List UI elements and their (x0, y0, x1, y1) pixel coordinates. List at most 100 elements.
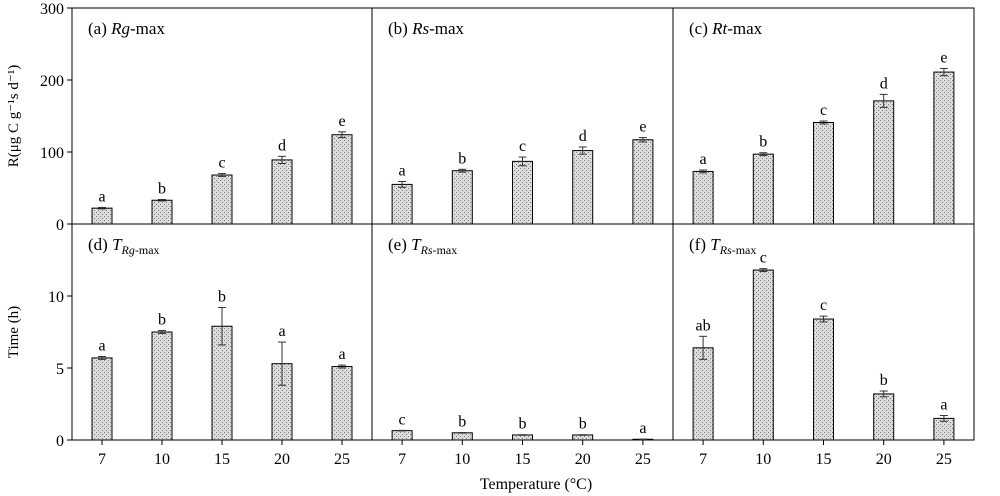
significance-letter: b (519, 416, 527, 433)
panel-title-suffix: -max (429, 19, 464, 38)
bar (451, 170, 473, 225)
panel-title-suffix: -max (130, 19, 165, 38)
bar (752, 269, 774, 441)
significance-letter: b (158, 312, 166, 329)
bar (572, 150, 594, 225)
x-tick-label: 20 (876, 451, 892, 468)
panel-title-subscript: Rg (121, 243, 135, 257)
x-tick-label: 7 (699, 451, 707, 468)
bar (813, 121, 834, 225)
significance-letter: c (519, 138, 526, 155)
significance-letter: b (458, 150, 466, 167)
significance-letter: c (760, 250, 767, 267)
x-tick-label: 20 (274, 451, 290, 468)
significance-letter: b (458, 414, 466, 431)
panel-title-subscript: Rs (719, 243, 732, 257)
significance-letter: c (820, 297, 827, 314)
bar (91, 207, 113, 225)
bar (91, 357, 113, 441)
significance-letter: a (98, 188, 105, 205)
y-tick-label: 100 (40, 145, 64, 162)
x-tick-label: 15 (214, 451, 230, 468)
bar (752, 153, 774, 225)
panel-title-prefix: (b) (388, 19, 412, 38)
bar (331, 134, 353, 225)
x-tick-label: 10 (454, 451, 470, 468)
y-axis-label-bottom: Time (h) (6, 306, 22, 358)
panel-title-c: (c) Rt-max (689, 19, 763, 38)
panel-title-subscript: Rs (420, 243, 433, 257)
bar (151, 199, 173, 225)
bar (933, 71, 955, 225)
bar (692, 347, 714, 441)
panel-a: (a) Rg-max 0 100 200 300 a b c d e (40, 1, 373, 234)
bar (391, 183, 413, 225)
panel-title-main: T (112, 235, 123, 254)
y-tick-label: 0 (56, 433, 64, 450)
bar (873, 100, 895, 225)
panel-title-d: (d) TRg-max (88, 235, 160, 257)
panel-frame-e (371, 223, 674, 441)
panel-title-main: Rs (411, 19, 429, 38)
significance-letter: c (820, 102, 827, 119)
bar (692, 170, 714, 225)
significance-letter: e (639, 119, 646, 136)
x-tick-label: 7 (98, 451, 106, 468)
panel-e: (e) TRs-max c 7 b 10 b 15 b 20 a 25 (371, 223, 674, 468)
panel-d: (d) TRg-max 0 5 10 a 7 b 10 b 15 a 20 a 25 (48, 223, 373, 468)
significance-letter: a (278, 323, 285, 340)
panel-title-main: Rg (110, 19, 130, 38)
bar (451, 432, 473, 441)
panel-title-main: T (710, 235, 721, 254)
significance-letter: a (639, 420, 646, 437)
bar (632, 139, 654, 225)
bar (211, 174, 233, 225)
x-tick-label: 15 (515, 451, 531, 468)
x-axis-label: Temperature (°C) (480, 476, 592, 493)
y-axis-label-top: R(μg C g⁻¹s d⁻¹) (6, 65, 22, 167)
y-tick-label: 5 (56, 361, 64, 378)
panel-title-e: (e) TRs-max (388, 235, 457, 257)
panel-title-main: T (411, 235, 422, 254)
panel-f: (f) TRs-max ab 7 c 10 c 15 b 20 a 25 (672, 223, 975, 468)
significance-letter: a (940, 397, 947, 414)
significance-letter: d (579, 128, 587, 145)
bar (331, 366, 353, 441)
x-tick-label: 25 (635, 451, 651, 468)
bar (512, 160, 533, 225)
y-tick-label: 200 (40, 73, 64, 90)
x-tick-label: 20 (575, 451, 591, 468)
x-tick-label: 25 (936, 451, 952, 468)
panel-title-prefix: (d) (88, 235, 112, 254)
panel-title-prefix: (c) (689, 19, 712, 38)
panel-title-suffix: -max (732, 243, 757, 257)
y-tick-label: 0 (56, 217, 64, 234)
bar (813, 318, 834, 441)
significance-letter: b (579, 416, 587, 433)
significance-letter: d (880, 75, 888, 92)
panel-title-main: Rt (711, 19, 728, 38)
x-tick-label: 7 (398, 451, 406, 468)
panel-title-b: (b) Rs-max (388, 19, 465, 38)
panel-title-a: (a) Rg-max (88, 19, 165, 38)
significance-letter: b (880, 372, 888, 389)
bar (873, 393, 895, 441)
panel-title-suffix: -max (433, 243, 458, 257)
significance-letter: b (759, 134, 767, 151)
significance-letter: a (700, 151, 707, 168)
bar (391, 430, 413, 441)
significance-letter: a (399, 163, 406, 180)
x-tick-label: 10 (154, 451, 170, 468)
bar (151, 331, 173, 441)
x-tick-label: 15 (816, 451, 832, 468)
y-tick-label: 10 (48, 289, 64, 306)
significance-letter: c (399, 411, 406, 428)
significance-letter: a (98, 337, 105, 354)
panel-title-prefix: (a) (88, 19, 111, 38)
bar (271, 159, 293, 225)
significance-letter: b (218, 289, 226, 306)
y-tick-label: 300 (40, 1, 64, 18)
significance-letter: b (158, 181, 166, 198)
